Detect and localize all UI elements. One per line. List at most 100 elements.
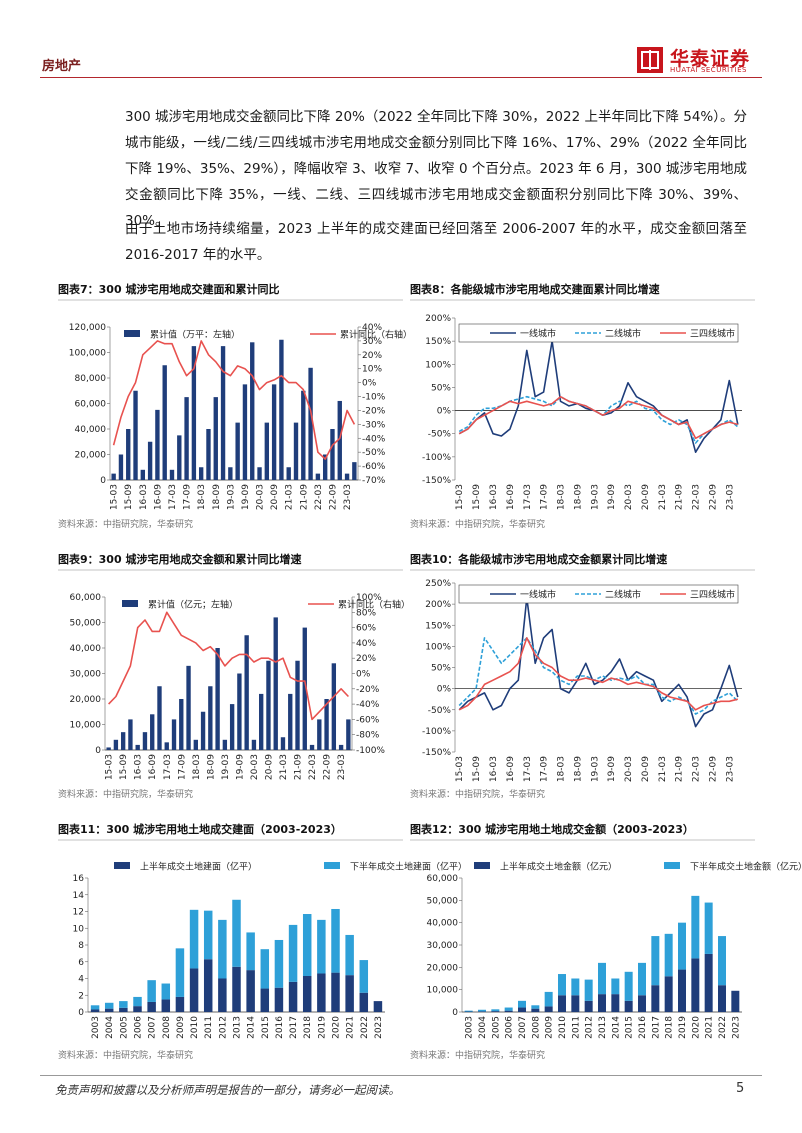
logo-text-en: HUATAI SECURITIES <box>670 66 747 74</box>
x-tick-label: 18-09 <box>212 484 222 510</box>
bar <box>135 744 140 750</box>
x-tick-label: 2004 <box>478 1016 488 1039</box>
bar <box>171 719 177 750</box>
legend-swatch <box>324 862 340 869</box>
bar <box>113 739 119 750</box>
logo: 华泰证券 HUATAI SECURITIES <box>636 44 766 76</box>
bar <box>111 473 116 480</box>
y2-tick-label: -70% <box>362 476 386 486</box>
x-tick-label: 17-09 <box>183 484 193 510</box>
x-tick-label: 19-09 <box>235 754 245 780</box>
x-tick-label: 2019 <box>678 1016 688 1039</box>
x-tick-label: 2018 <box>665 1016 675 1039</box>
x-tick-label: 15-09 <box>472 756 482 782</box>
bar <box>280 737 286 750</box>
x-tick-label: 17-09 <box>177 754 187 780</box>
bar <box>222 739 228 750</box>
bar-segment <box>691 895 700 959</box>
bar <box>198 467 204 480</box>
y-tick-label: 6 <box>78 958 84 968</box>
x-tick-label: 2020 <box>691 1016 701 1039</box>
x-tick-label: 21-09 <box>294 754 304 780</box>
x-tick-label: 2010 <box>190 1016 200 1039</box>
y2-tick-label: -30% <box>362 420 386 430</box>
legend-label: 下半年成交土地金额（亿元） <box>690 861 802 873</box>
bar-segment <box>302 975 312 1012</box>
bar <box>293 422 299 480</box>
y-tick-label: 10,000 <box>427 986 459 996</box>
x-tick-label: 2012 <box>585 1016 595 1039</box>
y-tick-label: 0% <box>437 685 452 695</box>
bar <box>133 390 138 480</box>
bar <box>186 665 191 750</box>
chart-title: 图表12：300 城涉宅用地土地成交金额（2003-2023） <box>410 822 694 836</box>
y-tick-label: 150% <box>425 621 451 631</box>
bar-segment <box>246 932 255 971</box>
x-tick-label: 16-03 <box>489 756 499 782</box>
x-tick-label: 2010 <box>558 1016 568 1039</box>
bar-segment <box>518 1007 526 1012</box>
x-tick-label: 17-03 <box>523 484 533 510</box>
disclaimer: 免责声明和披露以及分析师声明是报告的一部分，请务必一起阅读。 <box>55 1083 400 1097</box>
y-tick-label: 40,000 <box>427 919 459 929</box>
bar <box>213 397 218 480</box>
bar <box>140 469 146 480</box>
bar <box>273 617 278 750</box>
bar-segment <box>478 1009 486 1012</box>
x-tick-label: 2008 <box>531 1016 541 1039</box>
x-tick-label: 2006 <box>134 1016 144 1039</box>
bar-segment <box>133 996 142 1007</box>
x-tick-label: 17-09 <box>540 484 550 510</box>
bar-segment <box>133 1006 142 1012</box>
bar <box>322 454 328 480</box>
x-tick-label: 20-09 <box>264 754 274 780</box>
x-tick-label: 2021 <box>346 1016 356 1039</box>
x-tick-label: 22-09 <box>323 754 333 780</box>
bar-segment <box>260 988 270 1012</box>
bar <box>257 467 262 480</box>
x-tick-label: 2013 <box>598 1016 608 1039</box>
y-tick-label: 14 <box>73 891 85 901</box>
x-tick-label: 22-09 <box>708 756 718 782</box>
x-tick-label: 15-09 <box>124 484 134 510</box>
line-series <box>458 597 739 728</box>
x-tick-label: 19-03 <box>226 484 236 510</box>
y-tick-label: 30,000 <box>70 670 102 680</box>
x-tick-label: 16-03 <box>139 484 149 510</box>
y-tick-label: 0 <box>100 476 106 486</box>
y-tick-label: -50% <box>428 706 452 716</box>
x-tick-label: 2023 <box>374 1016 384 1039</box>
bar <box>220 346 226 480</box>
bar-segment <box>611 994 620 1012</box>
x-tick-label: 2011 <box>204 1016 214 1039</box>
y-tick-label: 50,000 <box>427 896 459 906</box>
bar-segment <box>288 981 298 1012</box>
section-name: 房地产 <box>42 59 82 74</box>
bar <box>337 400 342 480</box>
line-series <box>458 637 739 715</box>
bar <box>251 739 257 750</box>
bar-segment <box>678 922 686 970</box>
x-tick-label: 21-03 <box>658 484 668 510</box>
y-tick-label: 4 <box>78 975 84 985</box>
bar-segment <box>274 987 284 1012</box>
bar-segment <box>491 1009 500 1012</box>
y2-tick-label: 40% <box>356 639 376 649</box>
legend-swatch <box>114 862 130 869</box>
bar-segment <box>531 1008 540 1012</box>
chart-source: 资料来源：中指研究院，华泰研究 <box>58 1049 193 1061</box>
footer-rule <box>40 1075 762 1076</box>
y-tick-label: 2 <box>78 991 84 1001</box>
bar-segment <box>624 971 633 1001</box>
y2-tick-label: -50% <box>362 448 386 458</box>
paragraph: 由于土地市场持续缩量，2023 上半年的成交建面已经回落至 2006-2007 … <box>125 221 747 263</box>
bar-segment <box>218 919 227 979</box>
bar <box>126 429 131 480</box>
y2-tick-label: 100% <box>356 593 382 603</box>
x-tick-label: 19-03 <box>590 484 600 510</box>
bar-segment <box>571 978 580 996</box>
bar-segment <box>119 1007 128 1012</box>
bar <box>191 346 197 480</box>
x-tick-label: 2012 <box>218 1016 228 1039</box>
chart-title: 图表8：各能级城市涉宅用地成交建面累计同比增速 <box>410 282 660 296</box>
